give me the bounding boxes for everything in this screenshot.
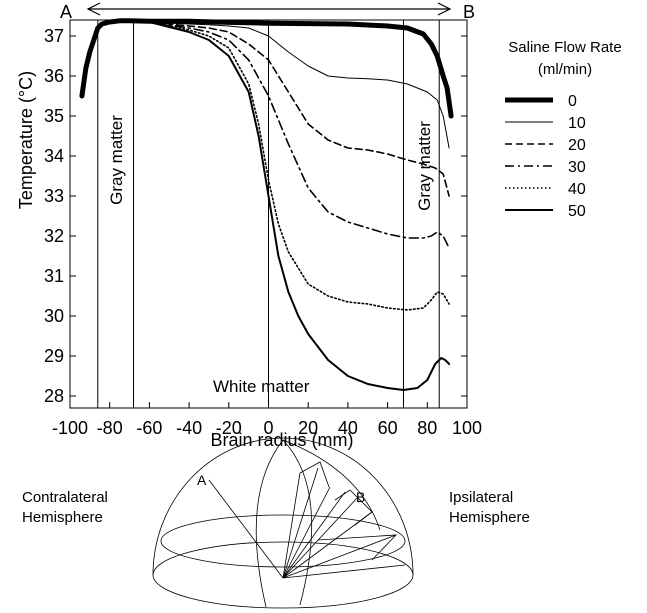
ipsilateral-label-line2: Hemisphere [449, 509, 530, 526]
series-line-10 [99, 21, 450, 149]
region-boundaries [97, 20, 440, 408]
legend-title: Saline Flow Rate [508, 39, 621, 56]
x-tick-label: 60 [378, 418, 398, 438]
x-tick-label: 40 [338, 418, 358, 438]
series-line-40 [99, 21, 450, 311]
legend-label-40: 40 [568, 181, 586, 198]
x-tick-label: -80 [97, 418, 123, 438]
ipsilateral-label: Ipsilateral [449, 489, 513, 506]
contralateral-label-line2: Hemisphere [22, 509, 103, 526]
y-tick-label: 36 [44, 66, 64, 86]
y-axis-title: Temperature (°C) [16, 71, 36, 209]
white-matter-label: White matter [213, 377, 310, 396]
diagram-point-a: A [197, 472, 207, 488]
y-tick-label: 37 [44, 26, 64, 46]
legend-label-50: 50 [568, 203, 586, 220]
series-line-0 [79, 18, 454, 119]
x-axis: -100 -80 -60 -40 -20 0 20 40 60 80 100 [52, 402, 482, 438]
y-tick-label: 34 [44, 146, 64, 166]
series-line-30 [99, 21, 450, 249]
y-tick-label: 33 [44, 186, 64, 206]
x-tick-label: 20 [298, 418, 318, 438]
legend-label-20: 20 [568, 137, 586, 154]
x-axis-title: Brain radius (mm) [210, 430, 353, 450]
dome-outline [152, 437, 414, 576]
arrow-label-b: B [463, 2, 475, 22]
x-tick-label: -60 [136, 418, 162, 438]
gray-matter-label-left: Gray matter [107, 115, 126, 205]
series-layer [79, 18, 454, 391]
legend-label-10: 10 [568, 115, 586, 132]
y-axis: 28 29 30 31 32 33 34 35 36 37 [44, 26, 467, 406]
y-tick-label: 35 [44, 106, 64, 126]
legend: Saline Flow Rate (ml/min) 0 10 20 30 40 50 [505, 39, 622, 220]
y-tick-label: 29 [44, 346, 64, 366]
contralateral-label: Contralateral [22, 489, 108, 506]
a-b-arrow: A B [60, 2, 475, 22]
y-tick-label: 28 [44, 386, 64, 406]
arc-lines [255, 439, 381, 608]
y-tick-label: 31 [44, 266, 64, 286]
x-tick-label: -100 [52, 418, 88, 438]
hemisphere-diagram [152, 437, 414, 609]
series-line-20 [99, 21, 450, 197]
diagram-point-b: B [356, 489, 365, 505]
x-tick-label: 80 [417, 418, 437, 438]
y-tick-label: 30 [44, 306, 64, 326]
mid-ellipse [160, 514, 406, 568]
x-tick-label: 100 [452, 418, 482, 438]
gray-matter-label-right: Gray matter [415, 121, 434, 211]
series-line-50 [98, 21, 451, 391]
legend-title-unit: (ml/min) [538, 61, 592, 78]
base-ellipse [152, 541, 414, 609]
arrow-label-a: A [60, 2, 72, 22]
legend-label-30: 30 [568, 159, 586, 176]
y-tick-label: 32 [44, 226, 64, 246]
legend-label-0: 0 [568, 93, 577, 110]
x-tick-label: 0 [263, 418, 273, 438]
x-tick-label: -40 [176, 418, 202, 438]
x-tick-label: -20 [216, 418, 242, 438]
